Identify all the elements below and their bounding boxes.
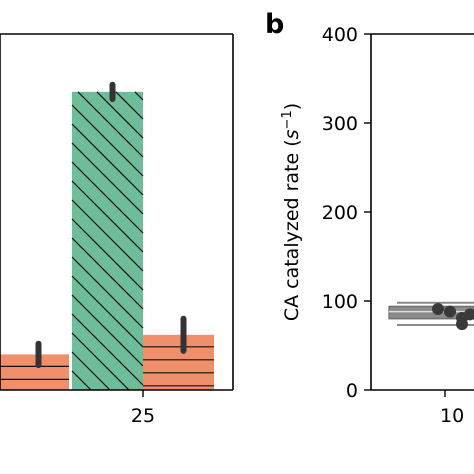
- bar-orange-0: [0, 340, 69, 390]
- hatch-line: [71, 294, 144, 367]
- hatch-line: [71, 332, 130, 390]
- hatch-line: [115, 91, 144, 120]
- panel-b-y-axis-label: CA catalyzed rate (s−1): [280, 103, 303, 321]
- hatch-line: [71, 161, 144, 234]
- bar-hatch: [0, 365, 69, 380]
- panel-a-x-tick-label: 25: [131, 405, 155, 427]
- bar-fill: [143, 334, 214, 390]
- data-point: [464, 308, 474, 321]
- panel-a: 25: [0, 33, 234, 427]
- hatch-line: [71, 275, 144, 348]
- hatch-line: [71, 142, 144, 215]
- bar-teal-1: [71, 81, 144, 390]
- hatch-line: [71, 104, 144, 177]
- hatch-line: [71, 218, 144, 291]
- data-point: [432, 303, 444, 316]
- bar-fill: [0, 354, 69, 390]
- hatch-line: [71, 351, 111, 390]
- panel-b-y-ticks: 0 100 200 300 400: [322, 24, 371, 402]
- hatch-line: [96, 91, 144, 139]
- bar-orange-1: [143, 315, 214, 390]
- hatch-line: [134, 91, 144, 101]
- hatch-line: [71, 256, 144, 329]
- data-point: [456, 318, 468, 331]
- y-tick-label: 0: [346, 380, 358, 402]
- bar-hatch: [71, 91, 144, 390]
- y-tick-label: 300: [322, 113, 358, 135]
- hatch-line: [71, 237, 144, 310]
- hatch-line: [71, 123, 144, 196]
- data-point: [444, 305, 456, 318]
- y-tick-label: 100: [322, 291, 358, 313]
- panel-b-x-tick-label: 10: [440, 405, 464, 427]
- hatch-line: [71, 313, 144, 386]
- panel-b: b CA catalyzed rate (s−1) 0100200300400 …: [265, 9, 474, 427]
- hatch-line: [71, 199, 144, 272]
- y-tick-label: 200: [322, 202, 358, 224]
- bar-hatch: [143, 346, 214, 387]
- hatch-line: [71, 180, 144, 253]
- hatch-line: [77, 91, 144, 158]
- y-tick-label: 400: [322, 24, 358, 46]
- panel-b-boxplot: [388, 301, 474, 331]
- panel-a-bars: [0, 81, 214, 390]
- panel-b-letter: b: [265, 9, 284, 40]
- hatch-line: [71, 370, 92, 390]
